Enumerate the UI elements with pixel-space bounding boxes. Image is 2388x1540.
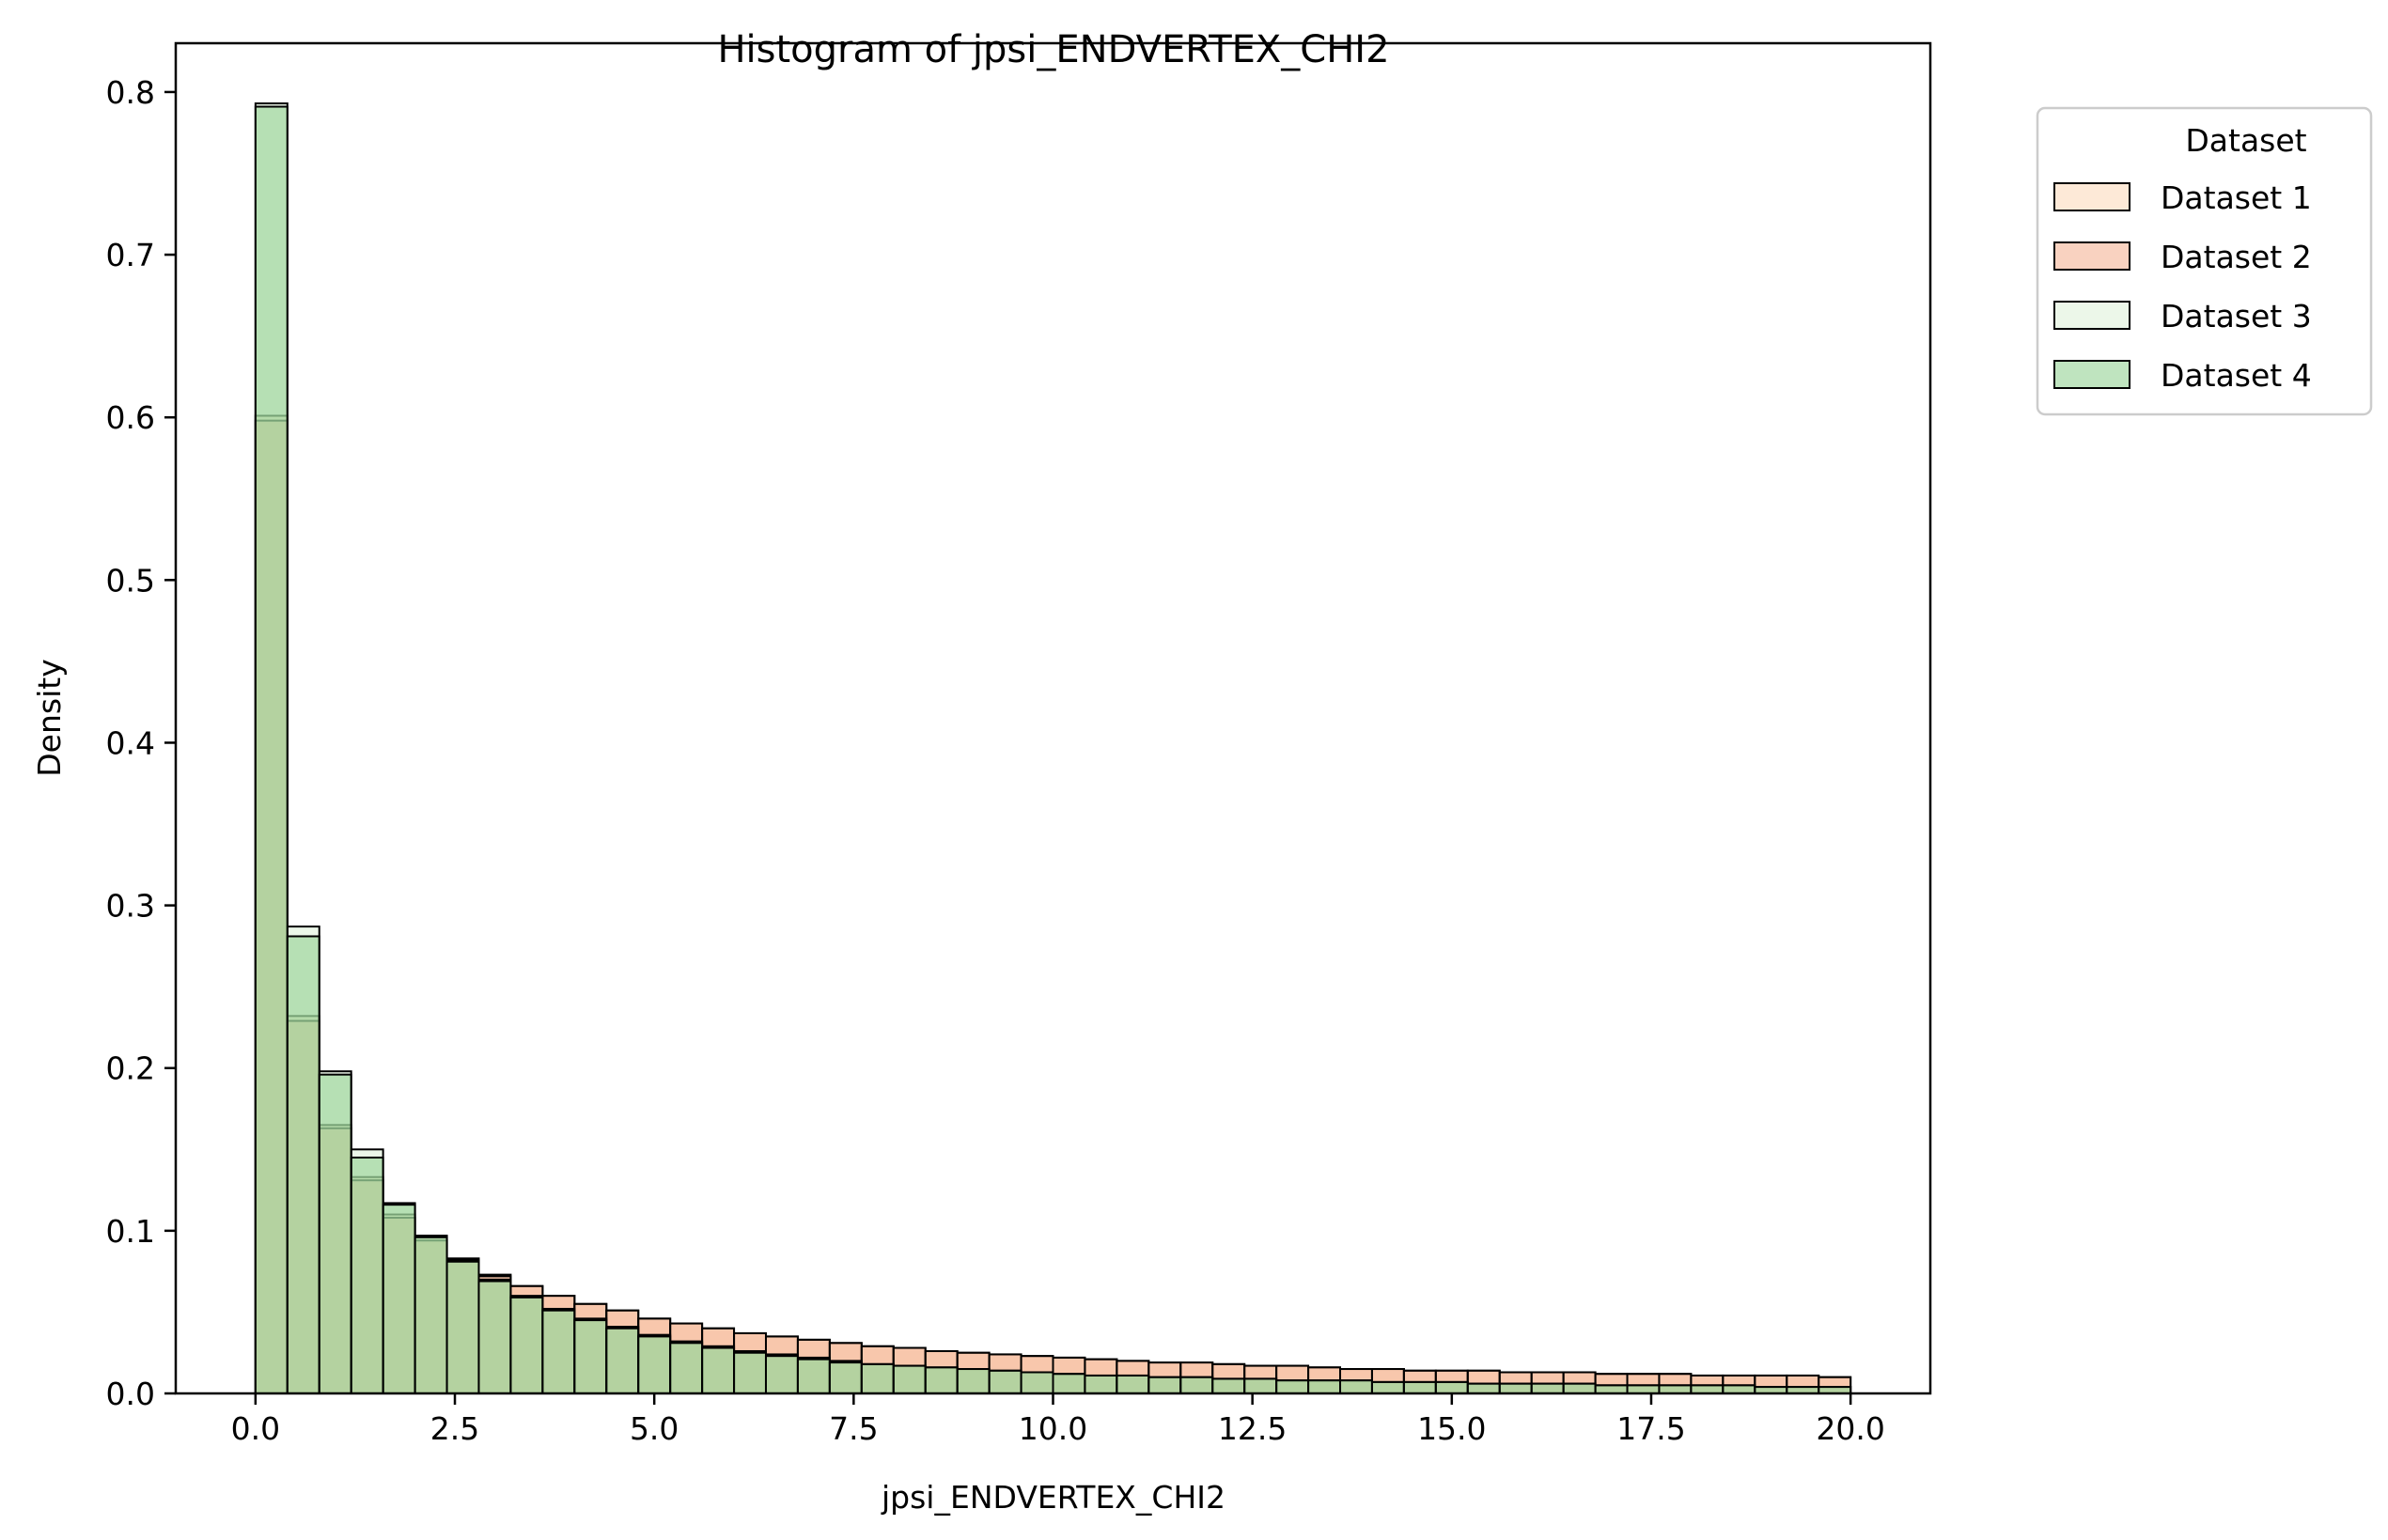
bar [1690, 1384, 1725, 1395]
y-tick-label: 0.1 [106, 1213, 155, 1250]
bar [1658, 1384, 1693, 1395]
legend-swatch [2053, 241, 2130, 271]
bar [605, 1327, 640, 1394]
bar [1562, 1382, 1597, 1395]
bar [860, 1362, 895, 1395]
x-tick-label: 7.5 [829, 1410, 878, 1447]
bar [1370, 1380, 1405, 1395]
bar [892, 1364, 927, 1395]
y-axis: 0.0 0.1 0.2 0.3 0.4 0.5 0.6 0.7 0.8 [106, 74, 176, 1412]
bar [1594, 1384, 1629, 1395]
legend-item: Dataset 4 [2053, 357, 2312, 394]
bar [828, 1361, 863, 1395]
bar [1339, 1379, 1373, 1395]
bar [541, 1309, 576, 1394]
x-tick-label: 2.5 [430, 1410, 479, 1447]
y-tick-label: 0.0 [106, 1376, 155, 1412]
bar [701, 1346, 736, 1395]
bar [318, 1073, 352, 1395]
bar [1275, 1379, 1310, 1395]
bar [956, 1368, 991, 1395]
legend-item: Dataset 2 [2053, 239, 2312, 275]
bar [733, 1351, 767, 1395]
bar [254, 105, 289, 1394]
bar [1434, 1380, 1469, 1395]
bar [1211, 1377, 1246, 1395]
bar [1530, 1382, 1565, 1395]
bar [286, 935, 320, 1395]
y-tick-label: 0.8 [106, 74, 155, 111]
bar [796, 1358, 831, 1395]
legend-items: Dataset 1 Dataset 2 Dataset 3 Dataset 4 [2053, 179, 2312, 394]
legend-label: Dataset 4 [2161, 357, 2312, 394]
series-3-bars [254, 102, 1852, 1395]
bar [1020, 1371, 1054, 1395]
bar [414, 1236, 448, 1394]
bar [637, 1335, 672, 1394]
bar [1466, 1382, 1501, 1395]
bar [988, 1369, 1022, 1395]
y-tick-label: 0.6 [106, 399, 155, 436]
bar [350, 1156, 384, 1395]
legend-item: Dataset 3 [2053, 298, 2312, 334]
series-1-bars [254, 414, 1852, 1395]
bar [924, 1366, 959, 1395]
x-tick-label: 15.0 [1417, 1410, 1486, 1447]
bar [477, 1280, 512, 1395]
y-tick-label: 0.3 [106, 888, 155, 925]
bar [1722, 1384, 1756, 1395]
y-tick-label: 0.5 [106, 562, 155, 599]
x-tick-label: 0.0 [231, 1410, 280, 1447]
bar [1307, 1379, 1342, 1395]
series-4-bars [254, 105, 1852, 1395]
plot-area [174, 41, 1932, 1395]
x-tick-label: 10.0 [1019, 1410, 1087, 1447]
legend-item: Dataset 1 [2053, 179, 2312, 216]
legend-swatch [2053, 301, 2130, 330]
axes-frame [174, 41, 1932, 1395]
bar [382, 1204, 416, 1394]
bar [669, 1342, 704, 1394]
bar [764, 1355, 799, 1395]
legend-label: Dataset 2 [2161, 239, 2312, 275]
bar [1402, 1380, 1437, 1395]
bar [1116, 1374, 1150, 1395]
histogram-bars [254, 102, 1852, 1395]
bar [1626, 1384, 1661, 1395]
y-axis-title: Density [31, 659, 68, 776]
legend-label: Dataset 1 [2161, 179, 2312, 216]
y-tick-label: 0.2 [106, 1050, 155, 1087]
x-axis-title: jpsi_ENDVERTEX_CHI2 [881, 1479, 1225, 1516]
legend-title: Dataset [2185, 122, 2306, 159]
bar [1243, 1377, 1278, 1395]
x-tick-label: 5.0 [630, 1410, 679, 1447]
bar [1052, 1373, 1086, 1395]
y-tick-label: 0.4 [106, 724, 155, 761]
bar [573, 1319, 608, 1394]
x-axis: 0.0 2.5 5.0 7.5 10.0 12.5 15.0 17.5 20.0 [231, 1393, 1885, 1447]
y-tick-label: 0.7 [106, 237, 155, 273]
series-2-bars [254, 419, 1852, 1395]
bar [1498, 1382, 1533, 1395]
bar [1084, 1374, 1118, 1395]
bar [509, 1296, 544, 1394]
bar [1147, 1376, 1182, 1395]
x-tick-label: 20.0 [1816, 1410, 1884, 1447]
x-tick-label: 17.5 [1616, 1410, 1685, 1447]
legend-swatch [2053, 182, 2130, 211]
legend-swatch [2053, 360, 2130, 389]
bar [1179, 1376, 1214, 1395]
chart-title: Histogram of jpsi_ENDVERTEX_CHI2 [717, 28, 1389, 71]
legend-label: Dataset 3 [2161, 298, 2312, 334]
x-tick-label: 12.5 [1218, 1410, 1287, 1447]
bar [445, 1260, 480, 1395]
